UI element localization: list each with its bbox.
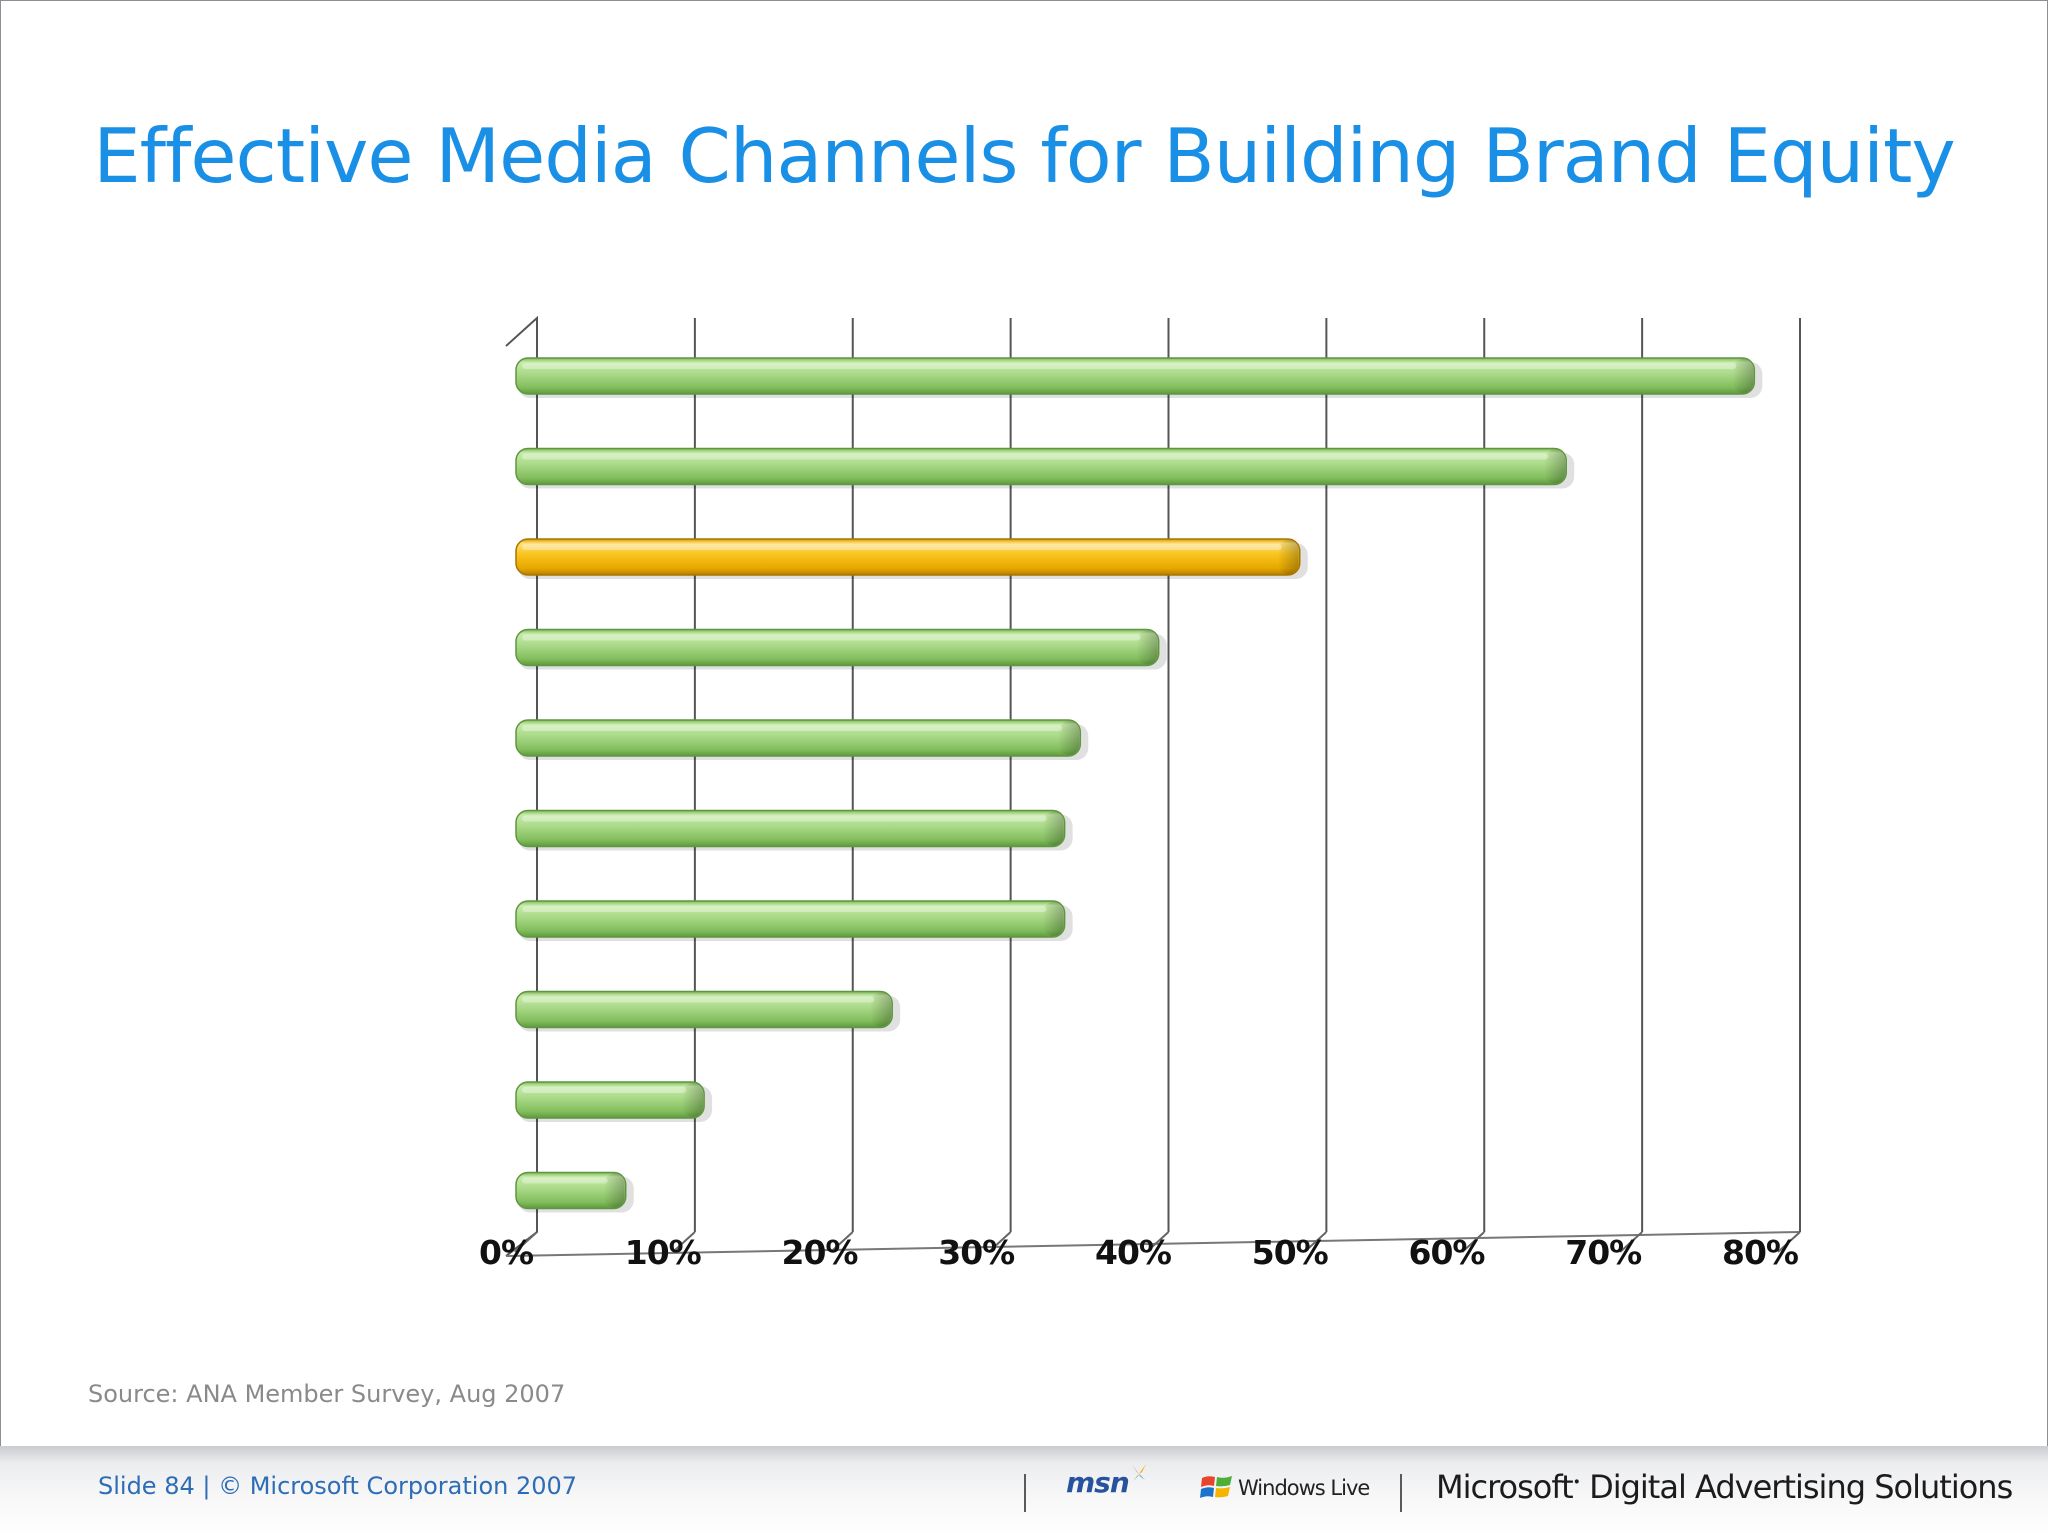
bar-highlight: [522, 453, 1549, 460]
chart-gridline-floor: [1619, 1231, 1643, 1253]
chart-gridline-floor: [1777, 1231, 1801, 1253]
chart-tick-label: 20%: [782, 1233, 859, 1272]
bar-end-cap: [1544, 449, 1566, 484]
chart-gridline-floor: [514, 1231, 538, 1253]
chart-floor: [505, 1231, 1801, 1257]
bar: [515, 1171, 627, 1210]
footer-slide-info: Slide 84 | © Microsoft Corporation 2007: [98, 1472, 578, 1500]
footer-bar: Slide 84 | © Microsoft Corporation 2007 …: [0, 1446, 2048, 1536]
bar: [515, 900, 1066, 938]
chart-tick-label: 10%: [625, 1233, 702, 1272]
windows-flag-icon: [1200, 1476, 1232, 1498]
bar: [515, 990, 893, 1029]
chart-tick-label: 60%: [1409, 1233, 1486, 1272]
msn-logo: msn: [1066, 1466, 1130, 1499]
mdas-wordmark: Digital Advertising Solutions: [1589, 1468, 2013, 1506]
chart-gridline-floor: [987, 1231, 1012, 1253]
msn-butterfly-icon: [1132, 1464, 1146, 1481]
bar-highlight: [522, 725, 1063, 731]
chart-gridline-floor: [1145, 1231, 1170, 1253]
bar-end-cap: [682, 1083, 704, 1117]
chart-tick-label: 0%: [479, 1233, 534, 1272]
bar-highlight: [522, 363, 1737, 369]
bar-highlight: [522, 906, 1047, 912]
bar-highlight: [522, 815, 1047, 822]
chart-gridline-floor: [1461, 1231, 1485, 1253]
bar-chart: 0% 10% 20% 30% 40% 50% 60% 70% 80%: [479, 315, 1801, 1272]
footer-divider: [1024, 1474, 1026, 1512]
footer-divider: [1400, 1474, 1402, 1512]
chart-tick-label: 70%: [1565, 1233, 1642, 1272]
slide-title: Effective Media Channels for Building Br…: [93, 112, 1956, 200]
chart-gridline-floor: [672, 1231, 696, 1253]
bar-end-cap: [1136, 630, 1158, 665]
chart-tick-label: 50%: [1252, 1233, 1329, 1272]
bar-highlight: [522, 1087, 687, 1093]
bar-end-cap: [1058, 721, 1080, 755]
bar: [515, 719, 1082, 757]
bar-end-cap: [1042, 811, 1064, 846]
source-note: Source: ANA Member Survey, Aug 2007: [88, 1380, 566, 1408]
bar-highlight: [522, 1177, 608, 1184]
bar-highlight: [522, 634, 1141, 641]
chart-gridline-floor: [830, 1231, 854, 1253]
bar: [515, 538, 1301, 576]
bar: [515, 447, 1567, 486]
bar-end-cap: [603, 1173, 625, 1208]
chart-gridline-floor: [1303, 1231, 1328, 1253]
chart-tick-labels: 0% 10% 20% 30% 40% 50% 60% 70% 80%: [479, 1233, 1800, 1272]
bar-end-cap: [870, 992, 892, 1027]
chart-tick-label: 80%: [1722, 1233, 1799, 1272]
bar-end-cap: [1042, 902, 1064, 936]
chart-tick-label: 30%: [938, 1233, 1015, 1272]
bar-end-cap: [1732, 359, 1754, 393]
bar-highlight: [522, 544, 1282, 550]
chart-bars: [515, 357, 1763, 1213]
bar-highlight: [522, 996, 875, 1003]
microsoft-wordmark: Microsoft: [1436, 1468, 1574, 1506]
microsoft-digital-advertising-logo: Microsoft• Digital Advertising Solutions: [1436, 1468, 2013, 1506]
bar: [515, 628, 1160, 667]
bar: [515, 1081, 705, 1119]
windows-live-logo: Windows Live: [1238, 1476, 1370, 1500]
bar: [515, 357, 1756, 395]
bar: [515, 809, 1066, 848]
chart-tick-label: 40%: [1095, 1233, 1172, 1272]
bar-end-cap: [1277, 540, 1299, 574]
